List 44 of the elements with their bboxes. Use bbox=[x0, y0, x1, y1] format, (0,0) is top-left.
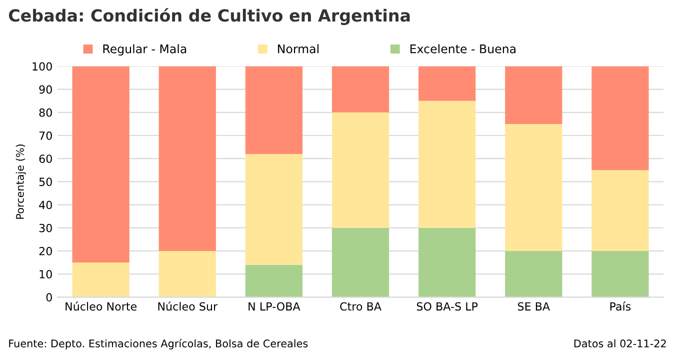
bar bbox=[158, 66, 216, 251]
bar bbox=[418, 66, 476, 101]
x-tick-label: SE BA bbox=[518, 302, 550, 311]
x-tick-label: País bbox=[610, 302, 631, 311]
y-tick-label: 70 bbox=[39, 131, 52, 140]
bar bbox=[505, 250, 562, 298]
y-axis-title: Porcentaje (%) bbox=[16, 144, 26, 219]
legend-label: Regular - Mala bbox=[103, 44, 186, 56]
y-tick-label: 10 bbox=[40, 270, 52, 278]
bar bbox=[505, 66, 562, 124]
bar bbox=[418, 228, 476, 298]
bar bbox=[418, 100, 476, 228]
x-tick-label: Núcleo Sur bbox=[158, 302, 218, 311]
y-tick-label: 40 bbox=[39, 200, 52, 210]
bar bbox=[332, 66, 390, 112]
bar bbox=[72, 262, 130, 298]
bar bbox=[592, 250, 649, 298]
x-tick-label: N LP-OBA bbox=[248, 302, 300, 311]
y-tick-label: 50 bbox=[39, 178, 52, 186]
y-tick-label: 100 bbox=[32, 62, 52, 71]
bar bbox=[592, 170, 649, 251]
bar bbox=[245, 154, 303, 265]
bar bbox=[158, 250, 216, 298]
bar bbox=[592, 66, 649, 170]
x-tick-label: Ctro BA bbox=[340, 302, 382, 311]
text: Datos al 02-11-22 bbox=[574, 339, 666, 348]
bar bbox=[245, 264, 303, 298]
y-tick-label: 0 bbox=[46, 293, 52, 302]
x-tick-label: Núcleo Norte bbox=[66, 302, 137, 311]
y-tick-label: 30 bbox=[39, 224, 52, 232]
bar bbox=[245, 66, 303, 154]
y-tick-label: 20 bbox=[39, 246, 52, 256]
chart-title: Cebada: Condición de Cultivo en Argentina bbox=[8, 8, 410, 26]
legend-label: Excelente - Buena bbox=[410, 44, 516, 54]
bar bbox=[505, 124, 562, 251]
bar bbox=[72, 66, 130, 263]
y-tick-label: 90 bbox=[39, 85, 52, 94]
y-tick-label: 60 bbox=[39, 154, 52, 163]
x-tick-label: SO BA-S LP bbox=[416, 302, 478, 311]
y-tick-label: 80 bbox=[39, 108, 52, 117]
source-note: Fuente: Depto. Estimaciones Agrícolas, Bolsa de Cereales bbox=[9, 338, 308, 350]
bar bbox=[332, 112, 390, 228]
bar bbox=[332, 228, 390, 298]
legend-label: Normal bbox=[278, 44, 318, 54]
